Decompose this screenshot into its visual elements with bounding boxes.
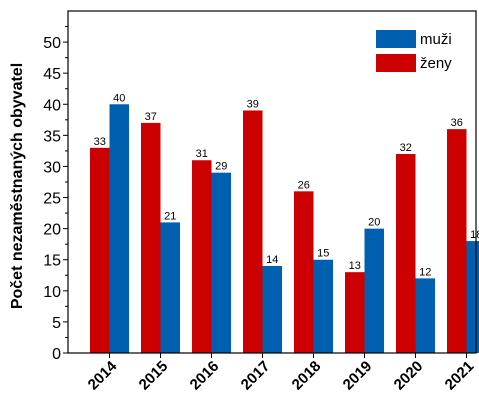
- data-label-2017-muži: 14: [266, 254, 278, 266]
- y-tick-label-40: 40: [43, 97, 61, 114]
- bar-2017-muži: [262, 265, 282, 353]
- data-label-2020-muži: 12: [419, 266, 431, 278]
- bar-2014-ženy: [90, 147, 110, 353]
- x-tick-label-2019: 2019: [340, 358, 376, 394]
- y-tick-label-50: 50: [43, 35, 61, 52]
- bars-layer: [90, 104, 479, 353]
- y-tick-label-30: 30: [43, 159, 61, 176]
- data-label-2014-muži: 40: [113, 92, 125, 104]
- bar-2020-ženy: [396, 154, 416, 353]
- y-tick-label-10: 10: [43, 284, 61, 301]
- bar-2014-muži: [109, 104, 129, 353]
- y-tick-label-35: 35: [43, 128, 61, 145]
- data-label-2021-muži: 18: [470, 229, 479, 241]
- bar-2019-muži: [364, 228, 384, 353]
- y-axis-title: Počet nezaměstnaných obyvatel: [9, 63, 26, 309]
- bar-2015-muži: [160, 222, 180, 353]
- y-tick-label-5: 5: [52, 315, 61, 332]
- data-label-2019-muži: 20: [368, 217, 380, 229]
- legend: muži ženy: [376, 30, 452, 72]
- plot-frame: [67, 10, 477, 354]
- legend-label-ženy: ženy: [420, 55, 452, 72]
- data-label-2015-muži: 21: [164, 210, 176, 222]
- data-label-2015-ženy: 37: [145, 111, 157, 123]
- x-tick-label-2015: 2015: [136, 358, 172, 394]
- legend-label-muži: muži: [420, 31, 452, 48]
- bar-2017-ženy: [243, 110, 263, 353]
- y-tick-label-0: 0: [52, 346, 61, 363]
- bar-2021-muži: [466, 241, 479, 353]
- data-label-2014-ženy: 33: [94, 136, 106, 148]
- bar-2016-ženy: [192, 160, 212, 353]
- y-tick-label-20: 20: [43, 222, 61, 239]
- data-label-2020-ženy: 32: [400, 142, 412, 154]
- data-label-2016-ženy: 31: [196, 148, 208, 160]
- legend-swatch-ženy: [376, 54, 416, 72]
- data-label-2018-muži: 15: [317, 248, 329, 260]
- bar-2019-ženy: [345, 272, 365, 353]
- data-labels-layer: 33 40 37 21 31 29 39 14 26 15 13 20 32 12 36 18: [94, 92, 479, 278]
- bar-2021-ženy: [447, 129, 467, 353]
- x-tick-label-2020: 2020: [391, 358, 427, 394]
- x-tick-label-2021: 2021: [442, 358, 478, 394]
- x-tick-label-2018: 2018: [289, 358, 325, 394]
- y-tick-label-25: 25: [43, 191, 61, 208]
- data-label-2018-ženy: 26: [298, 179, 310, 191]
- bar-2020-muži: [415, 278, 435, 353]
- bar-2015-ženy: [141, 122, 161, 353]
- x-tick-label-2016: 2016: [187, 358, 223, 394]
- legend-swatch-muži: [376, 30, 416, 48]
- x-tick-label-2017: 2017: [238, 358, 274, 394]
- bar-2018-ženy: [294, 191, 314, 353]
- data-label-2016-muži: 29: [215, 161, 227, 173]
- data-label-2021-ženy: 36: [451, 117, 463, 129]
- bar-2018-muži: [313, 259, 333, 353]
- bar-2016-muži: [211, 172, 231, 353]
- data-label-2017-ženy: 39: [247, 98, 259, 110]
- data-label-2019-ženy: 13: [349, 260, 361, 272]
- y-tick-label-15: 15: [43, 253, 61, 270]
- y-tick-label-45: 45: [43, 66, 61, 83]
- x-tick-label-2014: 2014: [85, 357, 121, 393]
